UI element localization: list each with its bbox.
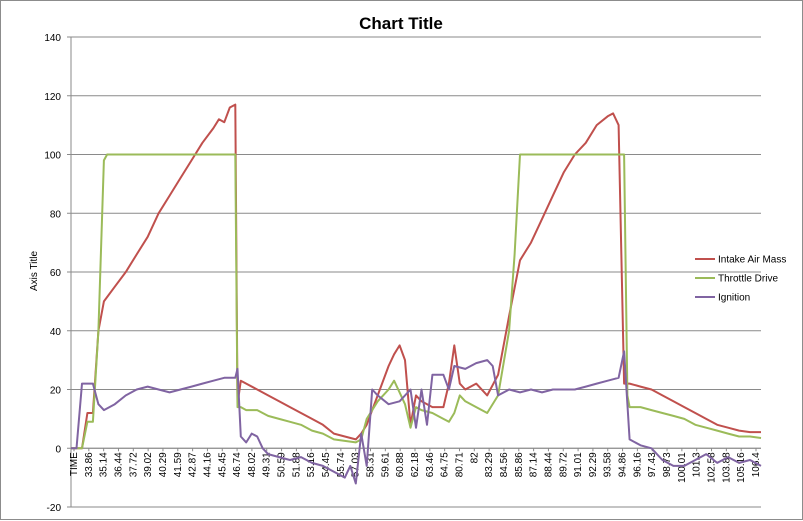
x-tick-label: 39.02 [143, 452, 154, 477]
legend-label: Intake Air Mass [718, 255, 786, 266]
legend-label: Ignition [718, 293, 750, 304]
grid-lines [71, 36, 761, 508]
y-tick-label: 40 [50, 327, 62, 338]
y-axis-title: Axis Title [29, 251, 40, 291]
y-tick-label: -20 [47, 503, 62, 514]
x-tick-label: 44.16 [202, 452, 213, 477]
y-tick-label: 0 [55, 444, 61, 455]
x-tick-label: 45.45 [217, 452, 228, 477]
x-tick-label: 36.44 [113, 452, 124, 477]
x-tick-label: 96.16 [632, 452, 643, 477]
series-line-throttle-drive [71, 153, 762, 450]
x-tick-label: 57.03 [351, 452, 362, 477]
x-tick-label: 105.16 [736, 452, 747, 483]
x-tick-label: 97.43 [647, 452, 658, 477]
x-tick-label: 85.86 [514, 452, 525, 477]
x-tick-labels: TIME 33.86 35.14 36.44 37.72 39.02 40.29 41.59 4… [69, 448, 762, 483]
y-tick-label: 100 [44, 151, 61, 162]
x-tick-label: 42.87 [188, 452, 199, 477]
x-tick-label: 93.58 [603, 452, 614, 477]
x-tick-label: 102.58 [707, 452, 718, 483]
x-tick-label: 101.3 [692, 452, 703, 477]
x-tick-label: 59.61 [380, 452, 391, 477]
x-tick-label: 82 [469, 452, 480, 464]
x-tick-label: 50.59 [277, 452, 288, 477]
x-tick-label: 103.88 [721, 452, 732, 483]
x-tick-label: 41.59 [173, 452, 184, 477]
x-tick-label: 54.45 [321, 452, 332, 477]
x-tick-label: 64.75 [440, 452, 451, 477]
x-tick-label: 80.71 [454, 452, 465, 477]
series-lines [71, 103, 762, 485]
y-tick-label: 140 [44, 33, 61, 44]
y-tick-label: 80 [50, 209, 62, 220]
x-tick-label: 40.29 [158, 452, 169, 477]
legend: Intake Air Mass Throttle Drive Ignition [695, 255, 786, 304]
y-tick-labels: -20 0 20 40 60 80 100 120 140 [44, 33, 71, 514]
x-tick-label: 58.31 [366, 452, 377, 477]
x-tick-label: 89.72 [558, 452, 569, 477]
x-tick-label: 60.88 [395, 452, 406, 477]
y-tick-label: 60 [50, 268, 62, 279]
y-tick-label: 120 [44, 92, 61, 103]
x-tick-label: 37.72 [128, 452, 139, 477]
x-tick-label: 94.86 [618, 452, 629, 477]
x-tick-label: 63.46 [425, 452, 436, 477]
x-tick-label: 98.73 [662, 452, 673, 477]
x-tick-label: 62.18 [410, 452, 421, 477]
x-tick-label: 35.14 [99, 452, 110, 477]
y-tick-label: 20 [50, 386, 62, 397]
x-tick-label: 51.88 [291, 452, 302, 477]
x-tick-label: TIME [69, 452, 80, 476]
series-line-ignition [71, 350, 762, 485]
x-tick-label: 84.56 [499, 452, 510, 477]
x-tick-label: 48.02 [247, 452, 258, 477]
x-tick-label: 55.74 [336, 452, 347, 477]
x-tick-label: 46.74 [232, 452, 243, 477]
legend-label: Throttle Drive [718, 274, 778, 285]
x-tick-label: 100.01 [677, 452, 688, 483]
chart-title: Chart Title [359, 14, 443, 33]
x-tick-label: 92.29 [588, 452, 599, 477]
x-tick-label: 33.86 [84, 452, 95, 477]
x-tick-label: 87.14 [529, 452, 540, 477]
x-tick-label: 83.29 [484, 452, 495, 477]
x-tick-label: 49.31 [262, 452, 273, 477]
x-tick-label: 91.01 [573, 452, 584, 477]
series-line-intake-air-mass [71, 103, 761, 450]
x-tick-label: 53.16 [306, 452, 317, 477]
x-tick-label: 88.44 [543, 452, 554, 477]
